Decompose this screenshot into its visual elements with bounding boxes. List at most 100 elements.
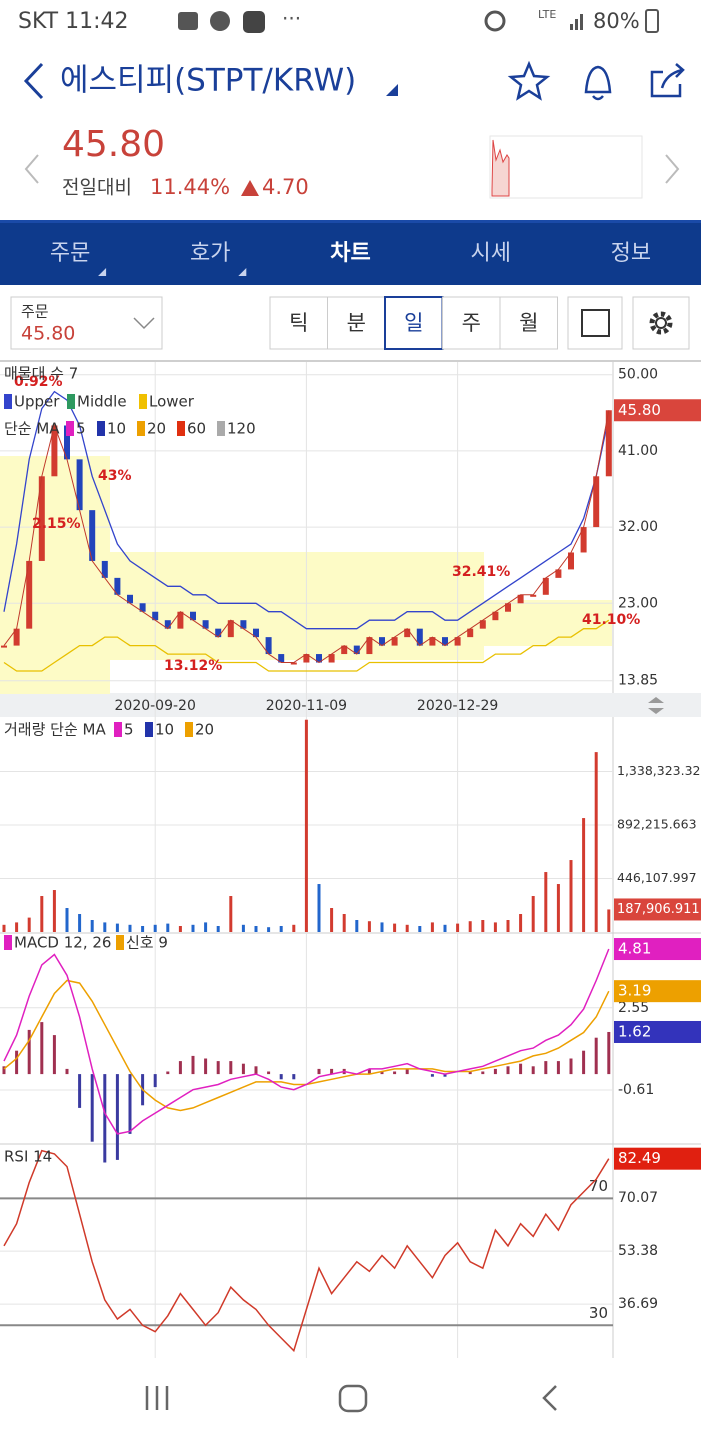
price-tag: [614, 399, 701, 422]
status-network: LTE: [538, 8, 556, 21]
candle: [164, 620, 171, 629]
upper-band: [3, 390, 610, 630]
settings-icon: [655, 317, 667, 329]
period-button[interactable]: [327, 296, 386, 350]
y-tick-label: 1,338,323.329: [617, 763, 701, 778]
candle: [64, 425, 70, 460]
period-button[interactable]: [384, 296, 444, 350]
tab[interactable]: 호가: [190, 241, 230, 266]
oscillator-bar: [367, 1068, 371, 1075]
legend-swatch: [185, 722, 193, 737]
period-button[interactable]: [269, 296, 328, 350]
candle: [530, 594, 537, 597]
pane-resize[interactable]: [648, 697, 664, 714]
tab[interactable]: 주문: [50, 241, 90, 266]
status-bar: [0, 0, 701, 44]
layout-button[interactable]: [567, 296, 623, 350]
volume-bar: [279, 926, 283, 932]
order-select[interactable]: [10, 296, 163, 350]
volume-bar: [166, 923, 170, 932]
oscillator-bar: [468, 1071, 472, 1075]
candle: [101, 560, 108, 578]
legend-swatch: [97, 421, 105, 436]
candle: [265, 637, 272, 655]
y-tick-label: 13.85: [618, 673, 658, 689]
tab-bar-edge: [0, 220, 701, 223]
alarm-button[interactable]: [584, 65, 612, 101]
volume-bar: [27, 917, 31, 932]
candle: [215, 628, 222, 638]
volume-bar: [594, 752, 598, 932]
status-signal: [575, 19, 578, 30]
legend-swatch: [217, 421, 225, 436]
oscillator-bar: [254, 1066, 258, 1075]
volume-bar: [52, 890, 56, 932]
oscillator-bar: [519, 1063, 523, 1075]
candle: [366, 637, 373, 655]
volume-bar: [115, 923, 119, 932]
title-dropdown[interactable]: [386, 84, 398, 96]
candle: [26, 560, 33, 629]
close-line: [3, 410, 610, 664]
favorite-button[interactable]: [507, 60, 551, 101]
status-icon: [210, 11, 230, 31]
x-tick-label: 2020-09-20: [115, 698, 196, 714]
status-signal: [570, 24, 573, 30]
candle: [429, 637, 436, 646]
volume-bar: [556, 884, 560, 932]
period-button[interactable]: [499, 296, 558, 350]
lower-band: [3, 619, 610, 672]
y-tick-label: 32.00: [618, 519, 658, 535]
volume-bar: [178, 926, 182, 932]
volume-bar: [519, 914, 523, 932]
volume-bar: [481, 920, 485, 932]
volume-bar: [15, 922, 19, 932]
home-button[interactable]: [338, 1384, 368, 1413]
share-button[interactable]: [650, 63, 685, 98]
candle: [580, 527, 587, 553]
header-title[interactable]: 에스티피(STPT/KRW): [60, 63, 356, 99]
legend-label: 60: [187, 420, 206, 438]
y-tick-label: 41.00: [618, 443, 658, 459]
up-triangle: [241, 180, 259, 196]
oscillator-bar: [15, 1050, 19, 1075]
oscillator-bar: [27, 1029, 31, 1075]
oscillator-bar: [607, 1031, 611, 1075]
oscillator-bar: [279, 1074, 283, 1080]
recent-apps-button[interactable]: [145, 1386, 169, 1410]
oscillator-bar: [430, 1074, 434, 1077]
tab[interactable]: 정보: [611, 241, 651, 266]
tab[interactable]: 시세: [470, 241, 510, 266]
volume-bar: [569, 860, 573, 932]
legend-title: 거래량 단순 MA: [4, 721, 106, 739]
period-button[interactable]: [442, 296, 501, 350]
volume-bar: [317, 884, 321, 932]
y-tick-label: 892,215.663: [617, 817, 697, 832]
volume-bar: [430, 922, 434, 932]
settings-button[interactable]: [632, 296, 690, 350]
volume-bar: [531, 896, 535, 932]
period-label: 분: [347, 311, 366, 335]
annotation: 32.41%: [452, 564, 510, 580]
volume-bar: [468, 921, 472, 932]
back-nav-button[interactable]: [542, 1385, 557, 1411]
rsi-line: [3, 1149, 610, 1353]
legend-swatch: [116, 935, 124, 950]
next-button[interactable]: [665, 154, 680, 184]
tab[interactable]: 차트: [330, 241, 370, 266]
candle: [202, 620, 209, 629]
oscillator-bar: [405, 1068, 409, 1075]
candle: [353, 645, 360, 655]
price-tag-label: 45.80: [618, 401, 661, 419]
prev-button[interactable]: [24, 154, 39, 184]
volume-bar: [342, 914, 346, 932]
oscillator-bar: [393, 1071, 397, 1075]
volume-bar: [607, 909, 611, 932]
tab-dropdown: [238, 268, 247, 276]
volume-bar: [204, 922, 208, 932]
legend-swatch: [177, 421, 185, 436]
macd-tag: [614, 938, 701, 961]
back-button[interactable]: [23, 62, 44, 100]
oscillator-bar: [531, 1066, 535, 1075]
